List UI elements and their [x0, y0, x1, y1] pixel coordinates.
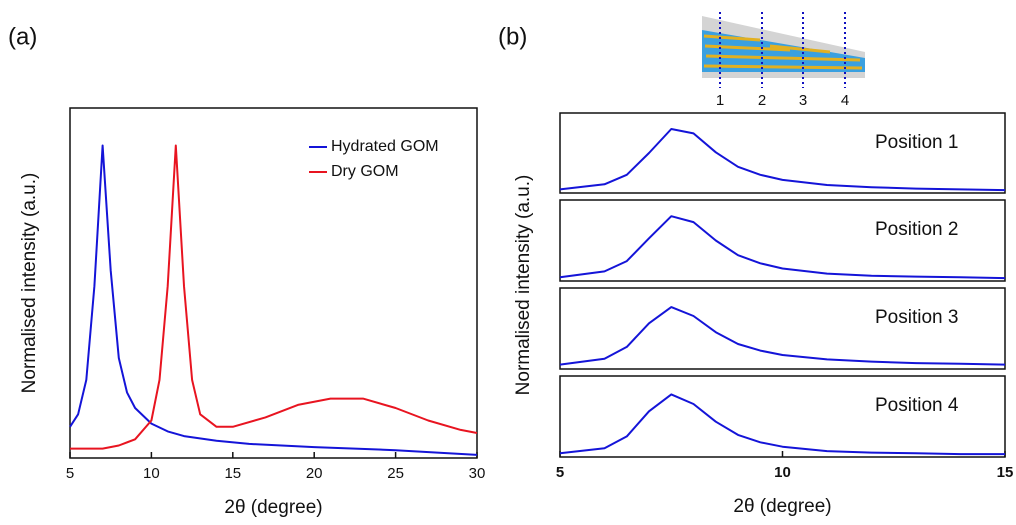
x-tick-label: 20 — [306, 465, 323, 482]
data-line — [69, 144, 478, 456]
legend-label: Hydrated GOM — [331, 138, 439, 155]
x-tick-label: 15 — [224, 465, 241, 482]
x-tick-label: 15 — [997, 464, 1014, 481]
x-tick-label: 30 — [469, 465, 486, 482]
schematic-label: 2 — [758, 92, 766, 109]
annotation: Position 3 — [875, 307, 958, 328]
plot-frame — [559, 199, 1006, 282]
annotation: Position 2 — [875, 219, 958, 240]
data-line — [559, 215, 1006, 280]
schematic-label: 4 — [841, 92, 849, 109]
plot-frame — [559, 375, 1006, 458]
panel-label: (a) — [8, 23, 37, 50]
y-axis-label: Normalised intensity (a.u.) — [19, 173, 40, 394]
x-tick-label: 5 — [66, 465, 74, 482]
x-tick-label: 10 — [143, 465, 160, 482]
x-tick-label: 10 — [774, 464, 791, 481]
schematic-label: 3 — [799, 92, 807, 109]
plot-frame — [559, 287, 1006, 370]
y-axis-label: Normalised intensity (a.u.) — [513, 175, 534, 396]
data-line — [559, 128, 1006, 192]
x-tick-label: 5 — [556, 464, 564, 481]
schematic-label: 1 — [716, 92, 724, 109]
legend-label: Dry GOM — [331, 163, 399, 180]
data-line — [559, 306, 1006, 366]
plot-frame — [559, 112, 1006, 194]
x-axis-label: 2θ (degree) — [733, 496, 831, 517]
x-tick-label: 25 — [387, 465, 404, 482]
x-axis-label: 2θ (degree) — [224, 497, 322, 518]
data-line — [70, 144, 478, 450]
annotation: Position 1 — [875, 132, 958, 153]
schematic: 1 2 3 4 — [702, 12, 865, 109]
plot-frame — [69, 107, 478, 459]
panel-label: (b) — [498, 23, 527, 50]
annotation: Position 4 — [875, 395, 959, 416]
data-line — [559, 393, 1005, 456]
